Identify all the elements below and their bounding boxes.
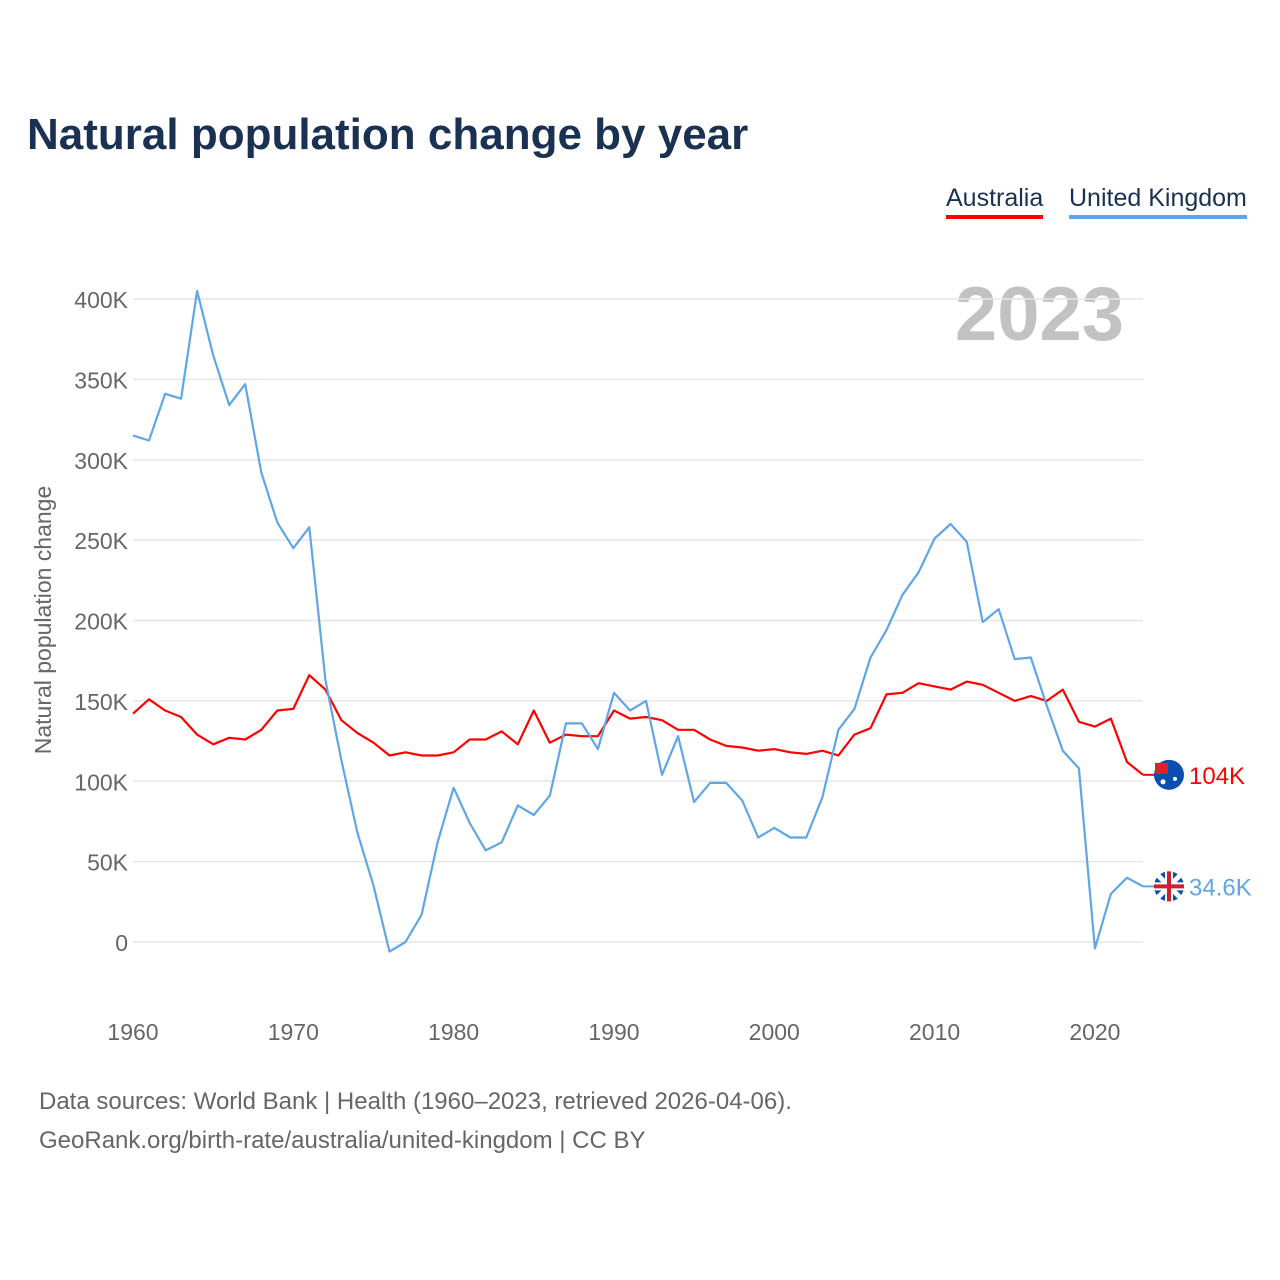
y-tick-label: 150K (74, 689, 128, 715)
y-tick-label: 250K (74, 528, 128, 554)
y-tick-label: 100K (74, 769, 128, 795)
y-tick-label: 0 (115, 930, 128, 956)
x-tick-label: 2010 (909, 1019, 960, 1045)
x-tick-label: 2000 (749, 1019, 800, 1045)
y-tick-label: 400K (74, 287, 128, 313)
legend-united-kingdom[interactable]: United Kingdom (1069, 184, 1247, 219)
footer-sources: Data sources: World Bank | Health (1960–… (39, 1088, 792, 1115)
legend-australia[interactable]: Australia (946, 184, 1044, 219)
end-value-label: 104K (1189, 763, 1245, 790)
star (1160, 779, 1166, 785)
end-value-label: 34.6K (1189, 874, 1252, 901)
series-line-australia (132, 674, 1144, 776)
x-tick-label: 1960 (107, 1019, 158, 1045)
x-tick-label: 1980 (428, 1019, 479, 1045)
x-tick-label: 1970 (268, 1019, 319, 1045)
y-tick-label: 350K (74, 367, 128, 393)
x-tick-label: 2020 (1069, 1019, 1120, 1045)
x-tick-label: 1990 (588, 1019, 639, 1045)
y-tick-label: 50K (87, 850, 129, 876)
year-watermark: 2023 (955, 272, 1124, 357)
flag-cross-red (1154, 871, 1184, 902)
chart-title: Natural population change by year (27, 110, 749, 159)
series-line-united-kingdom (132, 289, 1144, 953)
star (1173, 776, 1177, 781)
y-tick-label: 200K (74, 609, 128, 635)
footer-link[interactable]: GeoRank.org/birth-rate/australia/united-… (39, 1127, 646, 1154)
y-axis-label: Natural population change (30, 486, 56, 755)
union-jack-canton (1155, 762, 1168, 774)
y-tick-label: 300K (74, 448, 128, 474)
